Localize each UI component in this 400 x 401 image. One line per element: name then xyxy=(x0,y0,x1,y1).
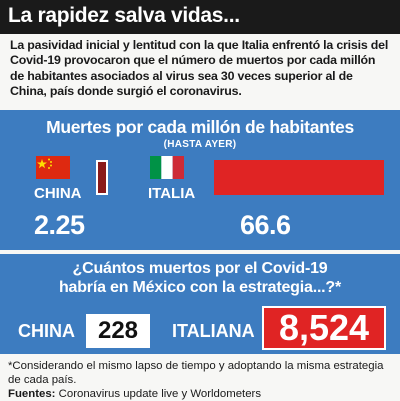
china-label: CHINA xyxy=(34,185,82,202)
page-title: La rapidez salva vidas... xyxy=(8,4,240,27)
italy-flag-icon xyxy=(150,156,184,179)
intro-paragraph: La pasividad inicial y lentitud con la q… xyxy=(10,38,389,99)
estimate-china-label: CHINA xyxy=(18,321,75,341)
bar-china xyxy=(96,160,108,195)
header-bar: La rapidez salva vidas... xyxy=(0,0,400,34)
china-value-label: 2.25 xyxy=(34,210,85,240)
italy-label: ITALIA xyxy=(148,185,196,202)
chart-title: Muertes por cada millón de habitantes xyxy=(46,117,354,137)
estimate-italy-label: ITALIANA xyxy=(172,321,255,341)
mexico-estimate-panel: ¿Cuántos muertos por el Covid-19 habría … xyxy=(0,254,400,354)
china-flag-icon xyxy=(36,156,70,179)
sources-text: Coronavirus update live y Worldometers xyxy=(58,388,262,400)
deaths-chart-panel: Muertes por cada millón de habitantes (H… xyxy=(0,110,400,250)
chart-subtitle: (HASTA AYER) xyxy=(163,139,237,150)
estimate-italy-value: 8,524 xyxy=(262,306,386,350)
estimate-question-line2: habría en México con la estrategia...?* xyxy=(58,279,342,296)
footnote: *Considerando el mismo lapso de tiempo y… xyxy=(8,359,396,401)
footnote-note: *Considerando el mismo lapso de tiempo y… xyxy=(8,360,384,386)
estimate-question-line1: ¿Cuántos muertos por el Covid-19 xyxy=(72,260,328,277)
italy-value-label: 66.6 xyxy=(240,210,291,240)
section-divider xyxy=(0,250,400,254)
bar-italia xyxy=(214,160,384,195)
sources-label: Fuentes: xyxy=(8,388,56,400)
footnote-sources: Fuentes: Coronavirus update live y World… xyxy=(8,387,396,401)
estimate-china-value: 228 xyxy=(86,314,150,348)
